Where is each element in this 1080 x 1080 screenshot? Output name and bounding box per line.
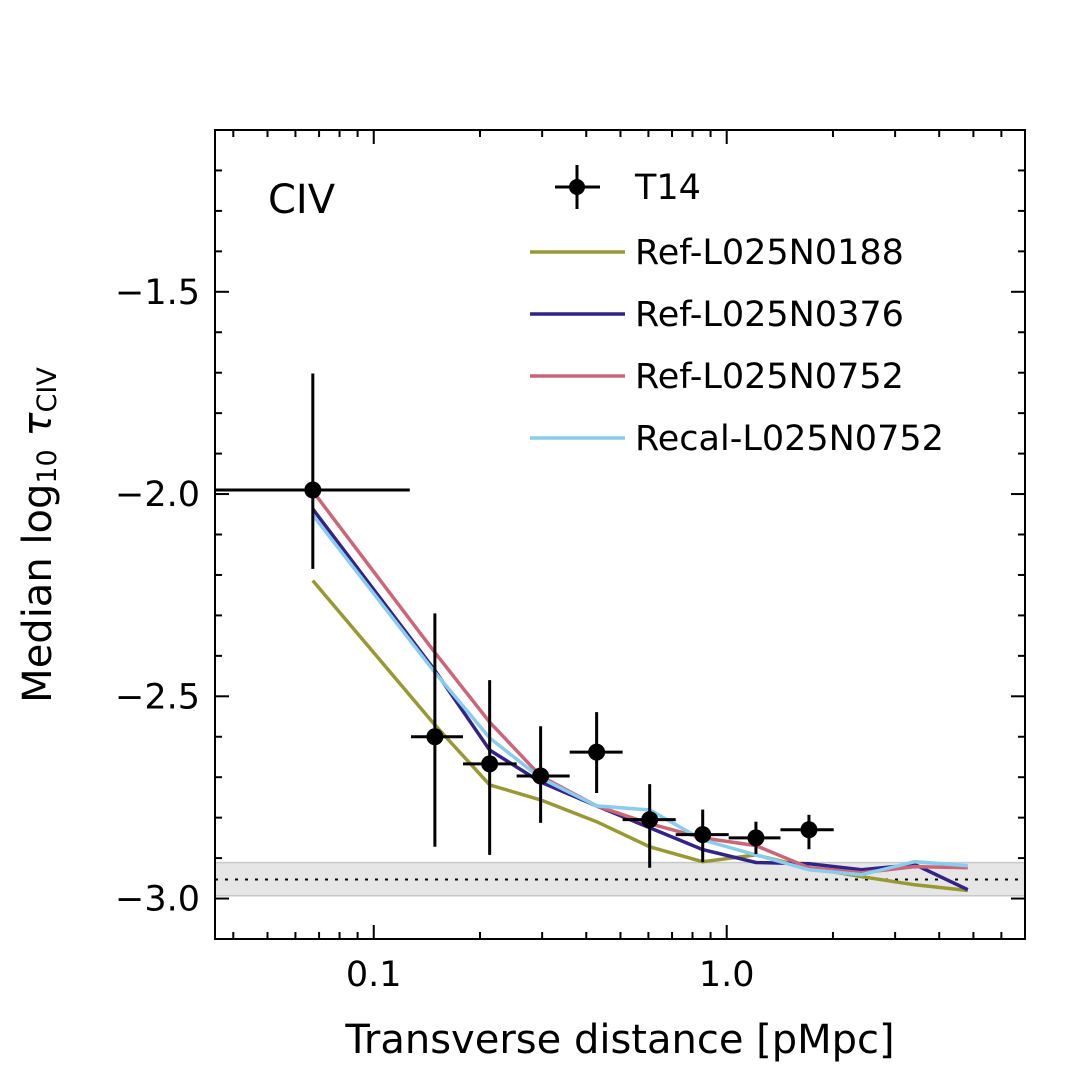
legend-marker [555,165,600,209]
series-line [311,514,968,877]
plot-area [215,373,1025,897]
data-point [694,826,712,844]
series-line [311,507,969,892]
data-point [304,481,322,499]
annotation: CIV [268,177,336,223]
y-axis-label: Median log10 τCIV [15,367,63,703]
y-tick-label: −1.5 [115,273,200,313]
series-line [311,579,968,893]
data-point [426,728,444,746]
series-line [311,490,968,875]
legend-label: Ref-L025N0752 [635,357,904,397]
legend-label: Ref-L025N0188 [635,233,904,273]
legend-label: T14 [634,168,701,208]
y-label-sub: CIV [32,367,63,413]
data-point [532,767,550,785]
y-tick-label: −2.0 [115,475,200,515]
y-label-sub: 10 [32,449,63,483]
data-point [800,821,818,839]
legend-label: Ref-L025N0376 [635,295,904,335]
y-label-part: Median log [15,484,61,703]
x-tick-label: 1.0 [699,955,755,995]
data-point [481,755,499,773]
y-tick-label: −2.5 [115,677,200,717]
data-point [641,811,659,829]
y-tick-label: −3.0 [115,880,200,920]
data-point [747,829,765,847]
x-axis-label: Transverse distance [pMpc] [344,1017,894,1063]
x-tick-label: 0.1 [346,955,402,995]
data-point [588,743,606,761]
y-label-part: τ [15,412,61,450]
legend-label: Recal-L025N0752 [635,419,944,459]
